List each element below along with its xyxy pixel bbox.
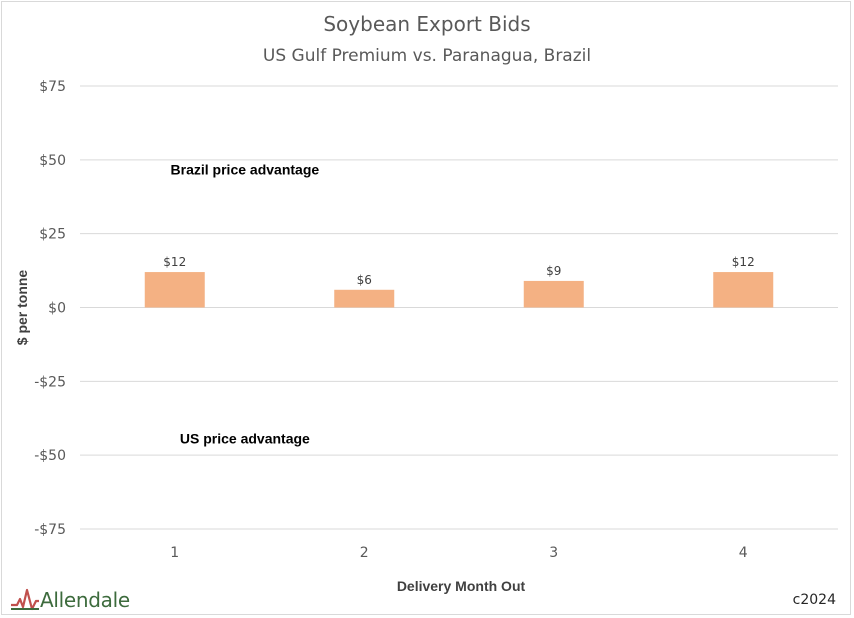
x-tick-label: 1 bbox=[170, 545, 179, 561]
bar bbox=[713, 272, 774, 308]
data-label: $12 bbox=[732, 255, 755, 269]
annotation-label: Brazil price advantage bbox=[171, 162, 320, 178]
y-tick-label: $75 bbox=[39, 79, 66, 95]
y-tick-label: -$25 bbox=[34, 374, 66, 390]
x-tick-label: 3 bbox=[549, 545, 558, 561]
copyright-text: c2024 bbox=[792, 592, 836, 608]
y-axis-title: $ per tonne bbox=[14, 270, 30, 346]
bar bbox=[523, 280, 584, 308]
chart-title: Soybean Export Bids bbox=[323, 12, 531, 36]
x-axis-title: Delivery Month Out bbox=[397, 578, 526, 594]
y-tick-label: $25 bbox=[39, 227, 66, 243]
data-label: $12 bbox=[163, 255, 186, 269]
allendale-logo: Allendale bbox=[10, 586, 130, 614]
y-tick-label: $50 bbox=[39, 153, 66, 169]
allendale-logo-icon bbox=[11, 588, 39, 611]
y-tick-label: -$75 bbox=[34, 522, 66, 538]
allendale-logo-text: Allendale bbox=[40, 588, 130, 612]
annotation-label: US price advantage bbox=[180, 430, 310, 446]
x-tick-label: 2 bbox=[360, 545, 369, 561]
x-tick-label: 4 bbox=[739, 545, 748, 561]
data-label: $6 bbox=[357, 273, 372, 287]
data-label: $9 bbox=[546, 264, 561, 278]
y-tick-label: -$50 bbox=[34, 448, 66, 464]
bar bbox=[144, 272, 205, 308]
chart-subtitle: US Gulf Premium vs. Paranagua, Brazil bbox=[262, 46, 592, 66]
bar bbox=[334, 289, 395, 308]
y-tick-label: $0 bbox=[48, 301, 66, 317]
